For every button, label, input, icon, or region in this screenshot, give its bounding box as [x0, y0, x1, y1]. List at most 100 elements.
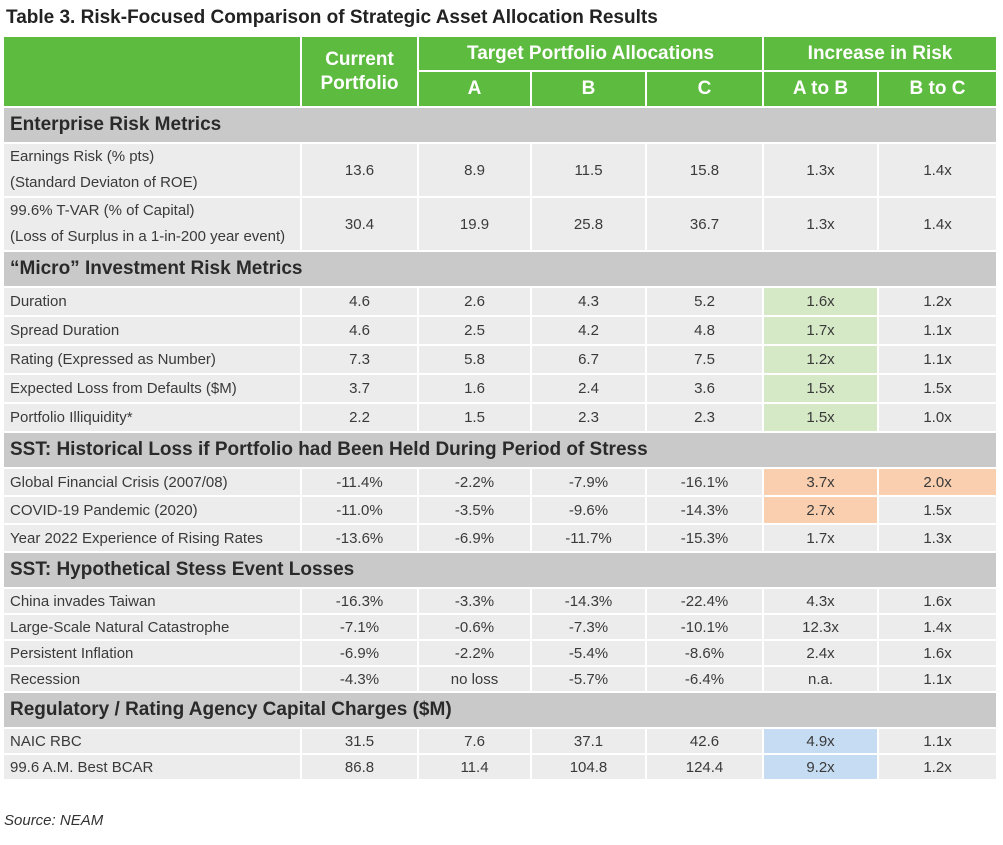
row-label: China invades Taiwan [4, 589, 302, 615]
cell-a-to-b: 9.2x [764, 755, 880, 781]
cell-a: 1.6 [419, 375, 532, 404]
table-row: Rating (Expressed as Number) 7.3 5.8 6.7… [4, 346, 997, 375]
table-row: China invades Taiwan -16.3% -3.3% -14.3%… [4, 589, 997, 615]
cell-current: -11.4% [302, 469, 419, 497]
row-label: 99.6 A.M. Best BCAR [4, 755, 302, 781]
cell-b-to-c: 1.1x [879, 346, 997, 375]
cell-c: -6.4% [647, 667, 765, 693]
row-label-main: 99.6% T-VAR (% of Capital) [10, 202, 195, 219]
cell-c: 7.5 [647, 346, 765, 375]
section-title: SST: Historical Loss if Portfolio had Be… [4, 433, 997, 469]
cell-c: 3.6 [647, 375, 765, 404]
cell-b: 25.8 [532, 198, 647, 252]
header-col-a: A [419, 72, 532, 108]
row-label: Spread Duration [4, 317, 302, 346]
cell-c: -22.4% [647, 589, 765, 615]
cell-b: -5.7% [532, 667, 647, 693]
header-col-b-to-c: B to C [879, 72, 997, 108]
section-title: Enterprise Risk Metrics [4, 108, 997, 144]
cell-a: -6.9% [419, 525, 532, 553]
cell-b-to-c: 1.4x [879, 198, 997, 252]
row-label: 99.6% T-VAR (% of Capital) (Loss of Surpl… [4, 198, 302, 252]
cell-b-to-c: 1.4x [879, 615, 997, 641]
cell-b: -7.9% [532, 469, 647, 497]
section-title: Regulatory / Rating Agency Capital Charg… [4, 693, 997, 729]
table-row: Expected Loss from Defaults ($M) 3.7 1.6… [4, 375, 997, 404]
risk-comparison-table: Current Portfolio Target Portfolio Alloc… [4, 37, 997, 781]
section-regulatory: Regulatory / Rating Agency Capital Charg… [4, 693, 997, 729]
cell-current: -13.6% [302, 525, 419, 553]
table-title: Table 3. Risk-Focused Comparison of Stra… [6, 7, 658, 28]
cell-current: 3.7 [302, 375, 419, 404]
header-col-b: B [532, 72, 647, 108]
cell-a: -3.3% [419, 589, 532, 615]
cell-b: -14.3% [532, 589, 647, 615]
cell-b-to-c: 1.0x [879, 404, 997, 433]
cell-current: 4.6 [302, 317, 419, 346]
cell-c: 5.2 [647, 288, 765, 317]
cell-b-to-c: 1.1x [879, 317, 997, 346]
cell-a-to-b: 2.4x [764, 641, 880, 667]
cell-b-to-c: 1.4x [879, 144, 997, 198]
cell-b-to-c: 1.2x [879, 755, 997, 781]
header-current-portfolio: Current Portfolio [302, 37, 419, 108]
cell-c: 4.8 [647, 317, 765, 346]
cell-a-to-b: 1.2x [764, 346, 880, 375]
row-label-sub: (Loss of Surplus in a 1-in-200 year even… [10, 228, 286, 245]
row-label: Duration [4, 288, 302, 317]
cell-c: -14.3% [647, 497, 765, 525]
row-label-main: Earnings Risk (% pts) [10, 148, 155, 165]
table-row: Year 2022 Experience of Rising Rates -13… [4, 525, 997, 553]
cell-current: 2.2 [302, 404, 419, 433]
cell-a-to-b: n.a. [764, 667, 880, 693]
cell-a: -3.5% [419, 497, 532, 525]
cell-c: 36.7 [647, 198, 765, 252]
cell-a-to-b: 4.3x [764, 589, 880, 615]
cell-a: -2.2% [419, 641, 532, 667]
row-label: Global Financial Crisis (2007/08) [4, 469, 302, 497]
row-label: Portfolio Illiquidity* [4, 404, 302, 433]
section-title: SST: Hypothetical Stess Event Losses [4, 553, 997, 589]
cell-current: -11.0% [302, 497, 419, 525]
row-label: Year 2022 Experience of Rising Rates [4, 525, 302, 553]
cell-b: 104.8 [532, 755, 647, 781]
cell-b-to-c: 1.1x [879, 667, 997, 693]
row-label: Rating (Expressed as Number) [4, 346, 302, 375]
cell-a: 8.9 [419, 144, 532, 198]
header-row-1: Current Portfolio Target Portfolio Alloc… [4, 37, 997, 108]
table-row: COVID-19 Pandemic (2020) -11.0% -3.5% -9… [4, 497, 997, 525]
table-row: Persistent Inflation -6.9% -2.2% -5.4% -… [4, 641, 997, 667]
header-col-a-to-b: A to B [764, 72, 880, 108]
cell-current: 13.6 [302, 144, 419, 198]
table-row: 99.6% T-VAR (% of Capital) (Loss of Surpl… [4, 198, 997, 252]
cell-b: -7.3% [532, 615, 647, 641]
cell-b-to-c: 1.2x [879, 288, 997, 317]
table-row: Recession -4.3% no loss -5.7% -6.4% n.a.… [4, 667, 997, 693]
cell-b-to-c: 1.5x [879, 375, 997, 404]
cell-current: -4.3% [302, 667, 419, 693]
cell-current: 31.5 [302, 729, 419, 755]
section-title: “Micro” Investment Risk Metrics [4, 252, 997, 288]
cell-b: 2.3 [532, 404, 647, 433]
cell-c: -15.3% [647, 525, 765, 553]
table-row: Duration 4.6 2.6 4.3 5.2 1.6x 1.2x [4, 288, 997, 317]
row-label: Large-Scale Natural Catastrophe [4, 615, 302, 641]
cell-a-to-b: 1.3x [764, 198, 880, 252]
row-label: COVID-19 Pandemic (2020) [4, 497, 302, 525]
cell-a: 11.4 [419, 755, 532, 781]
cell-b: 37.1 [532, 729, 647, 755]
cell-c: 15.8 [647, 144, 765, 198]
row-label: Expected Loss from Defaults ($M) [4, 375, 302, 404]
row-label: NAIC RBC [4, 729, 302, 755]
cell-b: -9.6% [532, 497, 647, 525]
header-col-c: C [647, 72, 765, 108]
row-label-sub: (Standard Deviaton of ROE) [10, 174, 198, 191]
cell-b: 4.2 [532, 317, 647, 346]
table-row: Large-Scale Natural Catastrophe -7.1% -0… [4, 615, 997, 641]
cell-b-to-c: 1.5x [879, 497, 997, 525]
header-row-2: A B C A to B B to C [4, 72, 997, 108]
cell-b: -5.4% [532, 641, 647, 667]
section-historical: SST: Historical Loss if Portfolio had Be… [4, 433, 997, 469]
cell-a-to-b: 1.3x [764, 144, 880, 198]
cell-b-to-c: 2.0x [879, 469, 997, 497]
